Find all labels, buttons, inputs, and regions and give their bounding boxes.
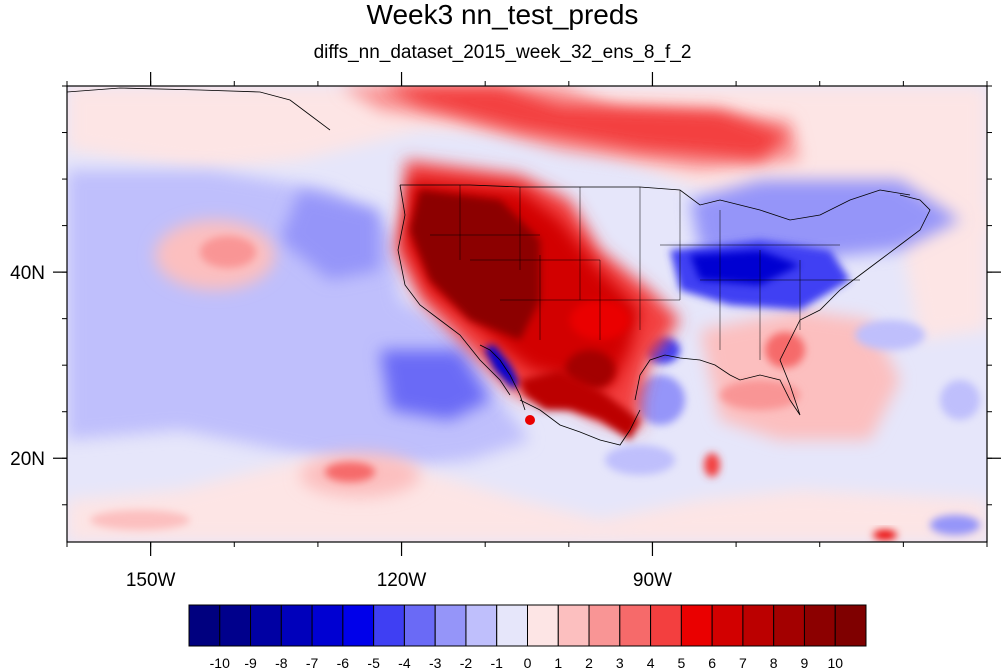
colorbar-swatch: [680, 604, 713, 647]
lon-tick-label: 150W: [126, 570, 176, 591]
colorbar-label: 5: [677, 655, 685, 671]
colorbar-swatch: [188, 604, 221, 647]
colorbar-label: 1: [554, 655, 562, 671]
colorbar-swatch: [465, 604, 498, 647]
colorbar-swatch: [742, 604, 775, 647]
colorbar-swatch: [803, 604, 836, 647]
colorbar-swatch: [250, 604, 282, 647]
colorbar-swatch: [280, 604, 313, 647]
colorbar-swatch: [219, 604, 252, 647]
colorbar-label: 7: [739, 655, 747, 671]
colorbar-label: -7: [306, 655, 319, 671]
colorbar-swatch: [373, 604, 405, 647]
anomaly-field: [67, 86, 987, 542]
colorbar-label: -3: [429, 655, 442, 671]
colorbar-label: -9: [244, 655, 257, 671]
state-borders: [430, 185, 860, 360]
colorbar-label: -1: [491, 655, 504, 671]
colorbar-swatch: [342, 604, 375, 647]
colorbar-swatch: [834, 604, 867, 647]
colorbar-swatch: [434, 604, 467, 647]
colorbar-label: 0: [524, 655, 532, 671]
colorbar-label: -5: [367, 655, 380, 671]
colorbar-label: 10: [827, 655, 843, 671]
colorbar-label: -10: [210, 655, 230, 671]
map-subtitle: diffs_nn_dataset_2015_week_32_ens_8_f_2: [313, 42, 692, 63]
colorbar-swatch: [311, 604, 344, 647]
colorbar-swatch: [527, 604, 559, 647]
colorbar-label: -4: [398, 655, 411, 671]
colorbar-swatch: [650, 604, 682, 647]
map-axes: 150W 120W 90W 40N 20N: [10, 72, 1001, 591]
colorbar-label: 2: [585, 655, 593, 671]
colorbar-swatch: [711, 604, 744, 647]
colorbar-label: -6: [337, 655, 350, 671]
coastlines: [67, 87, 931, 446]
colorbar-label: 8: [770, 655, 778, 671]
colorbar-swatch: [619, 604, 652, 647]
colorbar-swatch: [557, 604, 590, 647]
lat-tick-label: 20N: [10, 449, 45, 470]
colorbar: -10 -9 -8 -7 -6 -5 -4 -3 -2 -1 0 1 2 3 4 5 6 7 8 9 10: [188, 604, 867, 671]
colorbar-label: -8: [275, 655, 288, 671]
colorbar-label: 6: [708, 655, 716, 671]
colorbar-swatch: [403, 604, 436, 647]
map-frame: [66, 85, 988, 543]
colorbar-swatch: [773, 604, 805, 647]
map-title: Week3 nn_test_preds: [366, 0, 639, 30]
colorbar-label: 4: [647, 655, 655, 671]
colorbar-swatch: [496, 604, 528, 647]
colorbar-label: -2: [460, 655, 473, 671]
lon-tick-label: 120W: [377, 570, 427, 591]
colorbar-label: 3: [616, 655, 624, 671]
lat-tick-label: 40N: [10, 263, 45, 284]
lon-tick-label: 90W: [633, 570, 672, 591]
colorbar-label: 9: [801, 655, 809, 671]
colorbar-swatch: [588, 604, 621, 647]
